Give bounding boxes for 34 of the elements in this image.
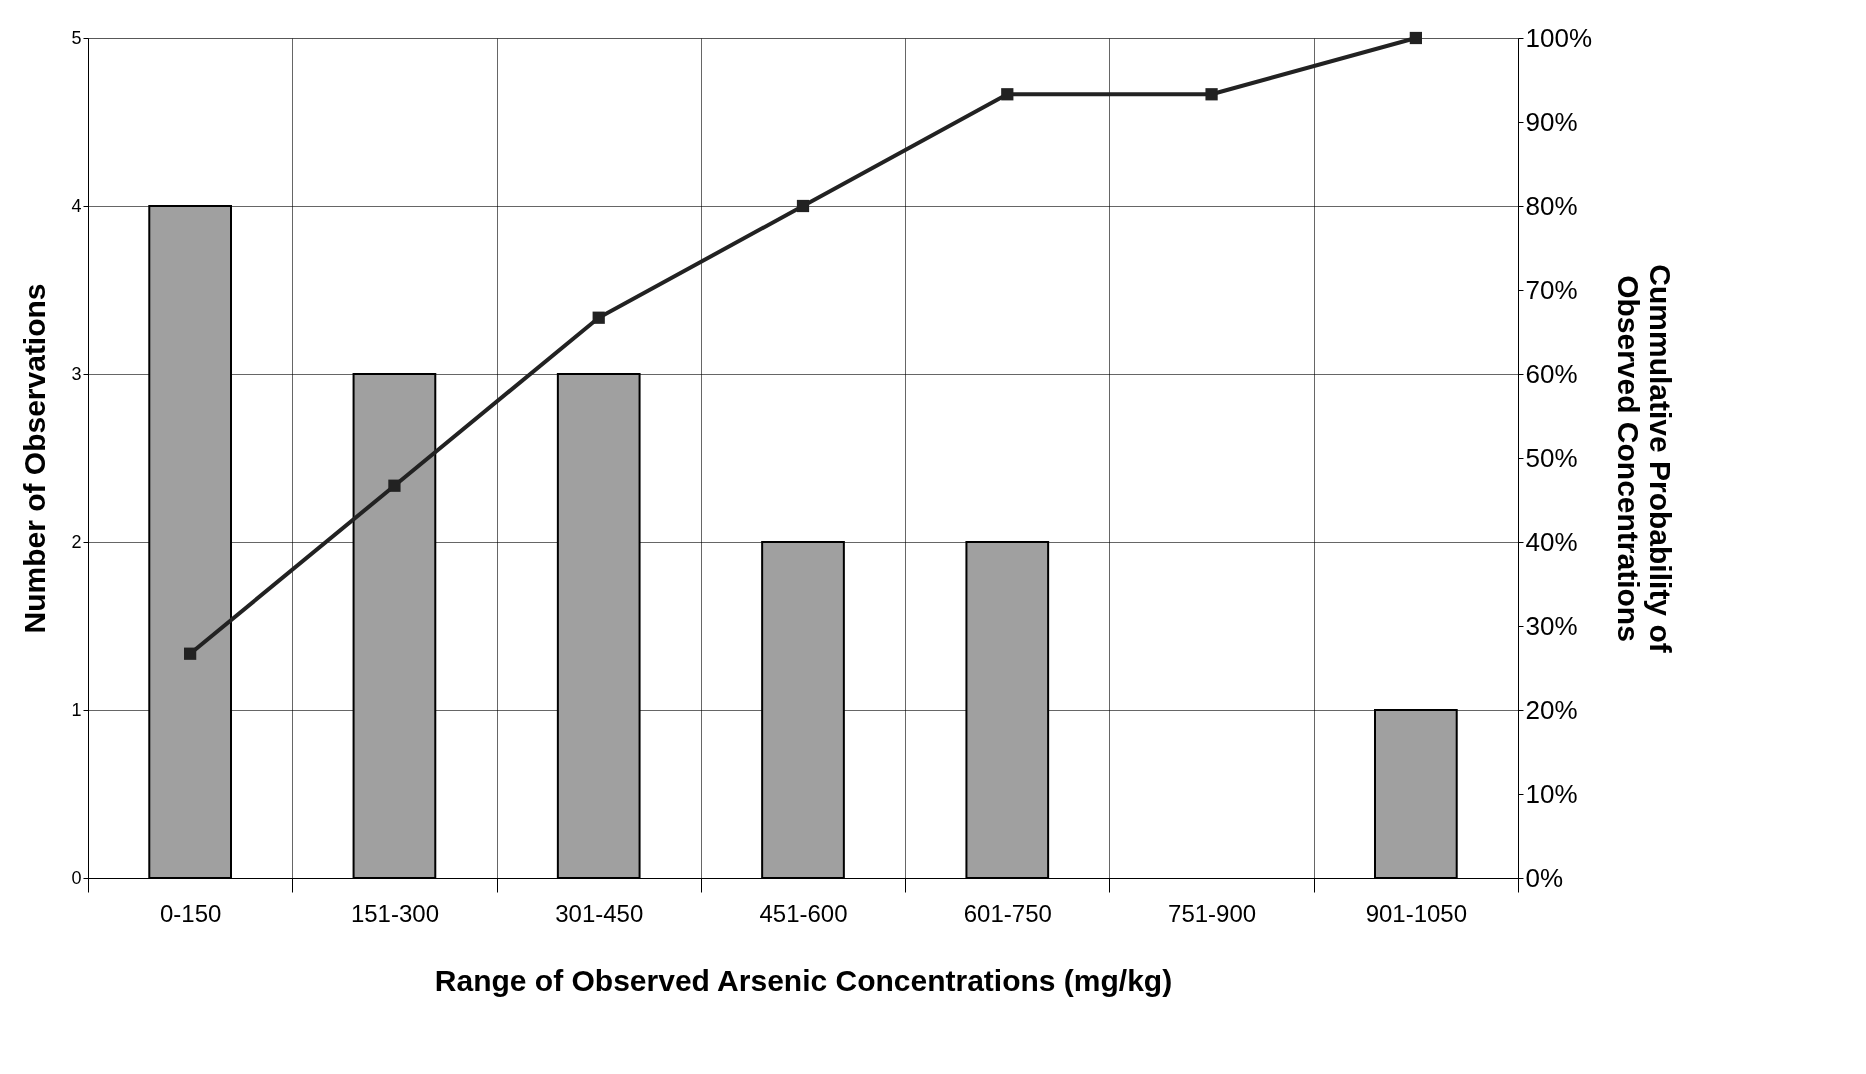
point [1409,31,1422,45]
y2-tick-label: 20% [1525,694,1578,725]
y-tick-label: 4 [71,195,82,216]
point [796,199,810,213]
y2-tick-label: 70% [1525,274,1578,305]
x-tick-label: 751-900 [1168,899,1257,927]
y2-tick-label: 80% [1525,190,1578,221]
y2-tick-label: 50% [1525,442,1578,473]
point [1001,88,1014,101]
y2-tick-label: 30% [1525,610,1578,641]
point [388,479,401,492]
y-tick-label: 0 [71,867,82,888]
x-tick-label: 151-300 [350,899,439,927]
y2-tick-label: 40% [1525,526,1578,557]
y2-axis-title: Cummulative Probability of Observed Concentrations [1612,264,1677,654]
y2-tick-label: 60% [1525,358,1578,389]
y-axis-title: Number of Observations [18,283,52,634]
point [1205,88,1218,101]
y2-tick-label: 0% [1525,862,1564,893]
y2-tick-label: 100% [1525,22,1592,53]
y-tick-label: 3 [71,363,82,384]
x-tick-label: 0-150 [159,899,222,927]
point [592,311,605,324]
y-tick-label: 5 [71,27,82,48]
y-tick-label: 2 [71,531,82,552]
y2-tick-label: 10% [1525,778,1578,809]
x-tick-label: 451-600 [759,899,848,927]
x-tick-label: 601-750 [963,899,1052,927]
y-tick-label: 1 [71,699,82,720]
x-tick-label: 301-450 [555,899,644,927]
x-tick-label: 901-1050 [1365,899,1468,927]
x-axis-title: Range of Observed Arsenic Concentrations (mg/kg) [434,963,1173,997]
y2-tick-label: 90% [1525,106,1578,137]
point [184,647,197,660]
